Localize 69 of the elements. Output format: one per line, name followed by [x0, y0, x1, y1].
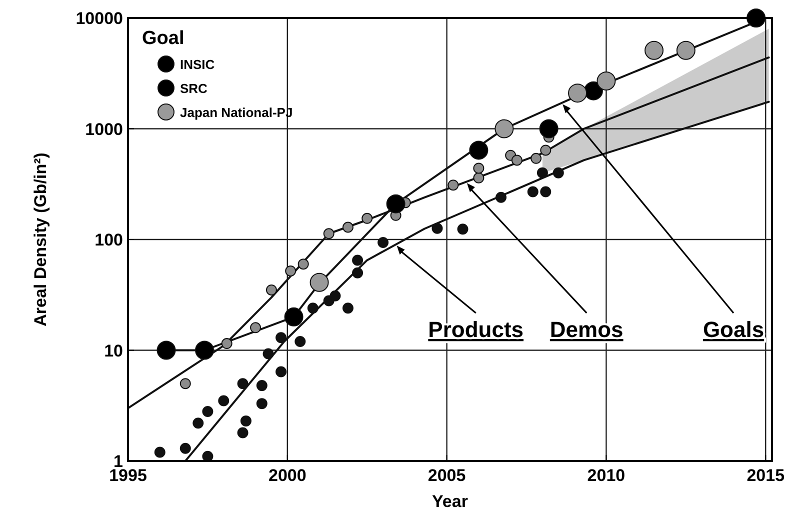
point	[285, 265, 296, 276]
point	[310, 272, 329, 292]
point	[294, 336, 306, 347]
point	[323, 228, 334, 240]
point	[195, 340, 214, 360]
point	[256, 398, 268, 410]
point	[496, 192, 507, 203]
point	[156, 340, 176, 360]
point	[250, 322, 262, 334]
point	[154, 446, 166, 458]
point	[540, 144, 552, 156]
point	[527, 186, 538, 198]
point	[539, 119, 558, 138]
point	[432, 222, 443, 234]
point	[256, 380, 268, 392]
point	[568, 84, 588, 103]
x-tick-label: 2010	[587, 466, 626, 485]
point	[676, 40, 696, 60]
point	[596, 71, 616, 90]
point	[511, 154, 522, 166]
point	[352, 267, 364, 278]
y-tick-label: 10000	[76, 9, 123, 28]
x-tick-label: 1995	[109, 466, 147, 485]
y-tick-label: 1000	[85, 120, 123, 139]
point	[536, 167, 548, 178]
point	[386, 194, 406, 214]
point	[276, 366, 287, 378]
point	[342, 222, 354, 233]
point	[221, 338, 232, 350]
point	[276, 332, 287, 344]
point	[240, 415, 252, 426]
point	[266, 284, 277, 296]
point	[180, 442, 191, 454]
legend-label: INSIC	[180, 57, 216, 72]
y-axis-title: Areal Density (Gb/in²)	[31, 152, 50, 326]
point	[494, 119, 514, 138]
point	[530, 152, 542, 164]
x-tick-label: 2000	[268, 466, 306, 485]
point	[330, 290, 341, 302]
point	[262, 348, 274, 360]
point	[378, 236, 389, 248]
point	[298, 258, 309, 270]
x-tick-label: 2015	[746, 466, 785, 485]
point	[284, 307, 304, 326]
x-tick-label: 2005	[428, 466, 466, 485]
point	[180, 378, 191, 390]
annotation: Goals	[702, 316, 764, 342]
point	[469, 140, 488, 160]
y-tick-label: 10	[104, 341, 123, 360]
point	[237, 378, 248, 390]
legend-label: SRC	[180, 81, 208, 96]
point	[644, 40, 664, 60]
y-tick-label: 100	[94, 230, 123, 250]
point	[307, 302, 318, 314]
point	[237, 427, 248, 438]
point	[552, 167, 564, 178]
point	[362, 212, 373, 224]
point	[457, 224, 468, 235]
point	[540, 186, 552, 198]
point	[448, 180, 459, 191]
point	[192, 418, 204, 429]
point	[342, 302, 354, 314]
x-axis-title: Year	[432, 492, 468, 511]
point	[473, 172, 484, 184]
point	[473, 162, 484, 174]
point	[352, 254, 364, 266]
point	[218, 395, 230, 406]
legend-title: Goal	[142, 28, 184, 49]
point	[202, 406, 214, 417]
